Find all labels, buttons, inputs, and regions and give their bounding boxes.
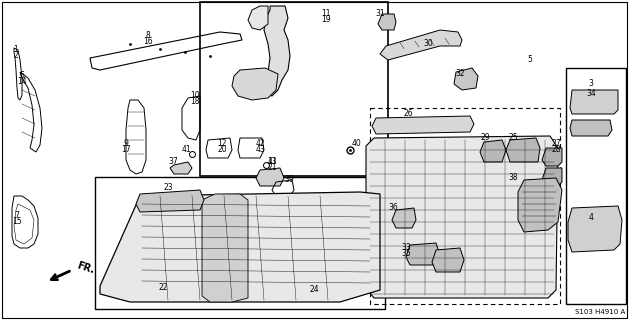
Text: 6: 6 (19, 71, 25, 81)
Text: 13: 13 (267, 157, 277, 166)
Text: 40: 40 (351, 140, 361, 148)
Text: 43: 43 (255, 146, 265, 155)
Text: 27: 27 (551, 139, 561, 148)
Text: 9: 9 (123, 140, 128, 148)
Polygon shape (480, 140, 506, 162)
Text: 21: 21 (267, 164, 277, 172)
Text: 32: 32 (455, 68, 465, 77)
Text: 3: 3 (589, 79, 593, 89)
Polygon shape (542, 168, 562, 186)
Text: 19: 19 (321, 15, 331, 25)
Polygon shape (542, 148, 562, 166)
Text: 24: 24 (309, 285, 319, 294)
Text: 8: 8 (146, 30, 150, 39)
Text: 5: 5 (528, 55, 532, 65)
Polygon shape (372, 116, 474, 134)
Text: 20: 20 (217, 146, 227, 155)
Polygon shape (432, 248, 464, 272)
Polygon shape (518, 178, 562, 232)
Text: 34: 34 (586, 90, 596, 99)
Text: 18: 18 (190, 97, 200, 106)
Polygon shape (256, 168, 284, 186)
Text: 11: 11 (321, 10, 331, 19)
Polygon shape (366, 136, 558, 298)
Polygon shape (136, 190, 204, 212)
Polygon shape (570, 120, 612, 136)
Bar (200, 2, 388, 176)
Text: 30: 30 (423, 38, 433, 47)
Polygon shape (378, 14, 396, 30)
Text: 28: 28 (551, 145, 560, 154)
Text: 15: 15 (12, 217, 22, 226)
Polygon shape (454, 68, 478, 90)
Text: 36: 36 (388, 203, 398, 212)
Bar (370, 108, 560, 304)
Text: 17: 17 (121, 146, 131, 155)
Text: 35: 35 (401, 249, 411, 258)
Text: 33: 33 (401, 243, 411, 252)
Polygon shape (232, 68, 278, 100)
Text: 7: 7 (14, 211, 19, 220)
Text: 1: 1 (14, 44, 18, 53)
Polygon shape (202, 194, 248, 302)
Polygon shape (248, 6, 268, 30)
Polygon shape (570, 90, 618, 114)
Text: 14: 14 (17, 77, 27, 86)
Text: 41: 41 (267, 156, 277, 165)
Text: 31: 31 (375, 9, 385, 18)
Text: 16: 16 (143, 36, 153, 45)
Polygon shape (392, 208, 416, 228)
Text: 22: 22 (159, 284, 168, 292)
Text: 23: 23 (163, 183, 173, 193)
Polygon shape (406, 243, 440, 265)
Polygon shape (506, 138, 540, 162)
Text: 10: 10 (190, 91, 200, 100)
Polygon shape (170, 162, 192, 174)
Polygon shape (380, 30, 462, 60)
Text: 29: 29 (480, 132, 490, 141)
Polygon shape (100, 192, 380, 302)
Text: S103 H4910 A: S103 H4910 A (575, 309, 625, 315)
Text: 42: 42 (255, 140, 265, 148)
Text: 41: 41 (181, 146, 191, 155)
Text: 39: 39 (284, 174, 294, 183)
Text: 38: 38 (508, 173, 518, 182)
Text: 12: 12 (217, 140, 226, 148)
Text: 2: 2 (14, 51, 18, 60)
Polygon shape (264, 6, 290, 96)
Bar (95, 177, 385, 309)
Text: 25: 25 (508, 132, 518, 141)
Text: 4: 4 (589, 213, 593, 222)
Bar (566, 68, 626, 304)
Text: 37: 37 (168, 157, 178, 166)
Text: 26: 26 (403, 108, 413, 117)
Polygon shape (568, 206, 622, 252)
Text: FR.: FR. (76, 260, 96, 275)
